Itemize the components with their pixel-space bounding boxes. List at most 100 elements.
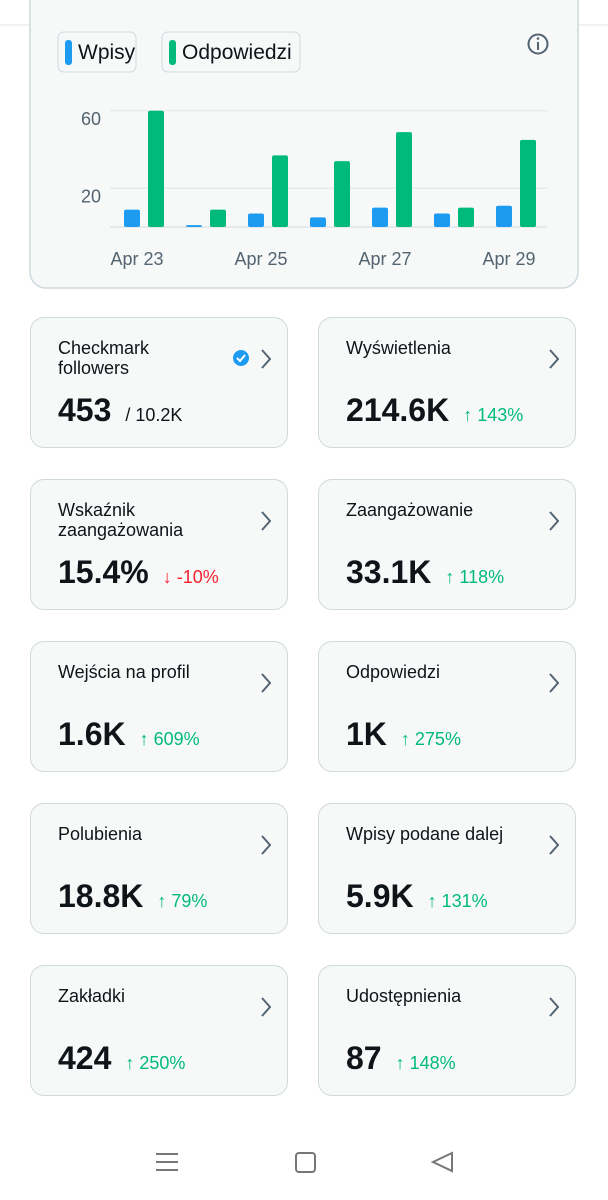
card-value: 1.6K ↑ 609%	[58, 716, 200, 753]
card-extra: ↑ 118%	[445, 567, 505, 587]
card-extra: ↑ 250%	[125, 1053, 186, 1073]
bar	[396, 132, 412, 227]
menu-button[interactable]	[156, 1153, 178, 1171]
chevron	[549, 673, 560, 693]
legend-chip	[57, 31, 137, 73]
chevron	[261, 511, 272, 531]
chevron	[549, 835, 560, 855]
x-tick-label: Apr 23	[110, 249, 163, 269]
card-title: Wejścia na profil	[58, 662, 190, 682]
metric-card[interactable]: Zaangażowanie 33.1K ↑ 118%	[318, 479, 576, 610]
legend-swatch	[65, 40, 72, 65]
chevron	[549, 511, 560, 531]
x-tick-label: Apr 25	[234, 249, 287, 269]
card-title: Checkmark followers	[58, 338, 150, 378]
chevron-path	[549, 349, 560, 369]
legend-chip	[161, 31, 301, 73]
y-tick-label: 20	[81, 186, 101, 206]
metric-card[interactable]: Wyświetlenia 214.6K ↑ 143%	[318, 317, 576, 448]
metric-card[interactable]: Wpisy podane dalej 5.9K ↑ 131%	[318, 803, 576, 934]
bar	[310, 217, 326, 227]
card-title: Zakładki	[58, 986, 126, 1006]
chevron	[549, 997, 560, 1017]
badge-check	[236, 354, 246, 363]
bar	[272, 155, 288, 227]
x-tick-label: Apr 27	[358, 249, 411, 269]
chevron	[261, 349, 272, 369]
home-button[interactable]	[295, 1152, 316, 1173]
chevron	[261, 673, 272, 693]
chevron-path	[261, 511, 272, 531]
metric-card[interactable]: Odpowiedzi 1K ↑ 275%	[318, 641, 576, 772]
metric-card[interactable]: Udostępnienia 87 ↑ 148%	[318, 965, 576, 1096]
chevron	[261, 997, 272, 1017]
bar	[148, 110, 164, 227]
card-title: Wskaźnik zaangażowania	[58, 500, 184, 540]
metric-card[interactable]: Wejścia na profil 1.6K ↑ 609%	[30, 641, 288, 772]
card-extra: ↑ 275%	[400, 729, 461, 749]
bar	[434, 213, 450, 227]
value: 5.9K	[346, 878, 414, 914]
y-tick-label: 60	[81, 109, 101, 129]
chevron-path	[261, 673, 272, 693]
bar	[496, 205, 512, 227]
card-value: 15.4% ↓ -10%	[58, 554, 219, 591]
value: 214.6K	[346, 392, 450, 428]
metric-card[interactable]: Checkmark followers 453 / 10.2K	[30, 317, 288, 448]
card-title: Odpowiedzi	[346, 662, 441, 682]
chevron-path	[261, 835, 272, 855]
metric-card[interactable]: Polubienia 18.8K ↑ 79%	[30, 803, 288, 934]
chevron-path	[549, 673, 560, 693]
value: 33.1K	[346, 554, 432, 590]
card-title: Wpisy podane dalej	[346, 824, 504, 844]
card-value: 453 / 10.2K	[58, 392, 182, 429]
bar	[124, 209, 140, 227]
chevron	[549, 349, 560, 369]
card-value: 87 ↑ 148%	[346, 1040, 456, 1077]
bar	[372, 207, 388, 227]
card-extra: ↑ 609%	[139, 729, 200, 749]
chevron-path	[261, 997, 272, 1017]
metric-card[interactable]: Wskaźnik zaangażowania 15.4% ↓ -10%	[30, 479, 288, 610]
legend-item: Wpisy	[57, 31, 137, 73]
card-value: 214.6K ↑ 143%	[346, 392, 523, 429]
bar	[458, 207, 474, 227]
value: 453	[58, 392, 112, 428]
card-extra: ↑ 79%	[157, 891, 208, 911]
metric-card[interactable]: Zakładki 424 ↑ 250%	[30, 965, 288, 1096]
badge-bg	[233, 350, 249, 366]
legend-swatch	[169, 40, 176, 65]
value: 424	[58, 1040, 112, 1076]
legend-label: Odpowiedzi	[182, 41, 292, 64]
card-extra: ↑ 148%	[395, 1053, 456, 1073]
card-title: Zaangażowanie	[346, 500, 474, 520]
chevron-path	[549, 511, 560, 531]
bar	[334, 161, 350, 227]
card-title: Udostępnienia	[346, 986, 462, 1006]
value: 15.4%	[58, 554, 149, 590]
value: 1K	[346, 716, 387, 752]
bar	[186, 225, 202, 227]
card-title: Wyświetlenia	[346, 338, 451, 358]
verified-badge	[233, 350, 249, 366]
bar	[210, 209, 226, 227]
chart: 20 60 Wpisy Odpowiedzi Apr 23 Apr 25 Apr 27 Apr…	[0, 0, 608, 289]
bar	[248, 213, 264, 227]
nav-bar	[156, 1151, 453, 1173]
value: 18.8K	[58, 878, 144, 914]
legend-item: Odpowiedzi	[161, 31, 301, 73]
card-extra: ↑ 131%	[427, 891, 488, 911]
card-value: 1K ↑ 275%	[346, 716, 461, 753]
card-extra: ↑ 143%	[463, 405, 524, 425]
legend-label: Wpisy	[78, 41, 136, 64]
chevron-path	[549, 835, 560, 855]
card-extra: ↓ -10%	[162, 567, 219, 587]
info-icon[interactable]	[527, 33, 549, 55]
chevron	[261, 835, 272, 855]
card-title: Polubienia	[58, 824, 143, 844]
card-value: 424 ↑ 250%	[58, 1040, 185, 1077]
back-button[interactable]	[430, 1151, 453, 1173]
bar	[520, 139, 536, 227]
chevron-path	[549, 997, 560, 1017]
